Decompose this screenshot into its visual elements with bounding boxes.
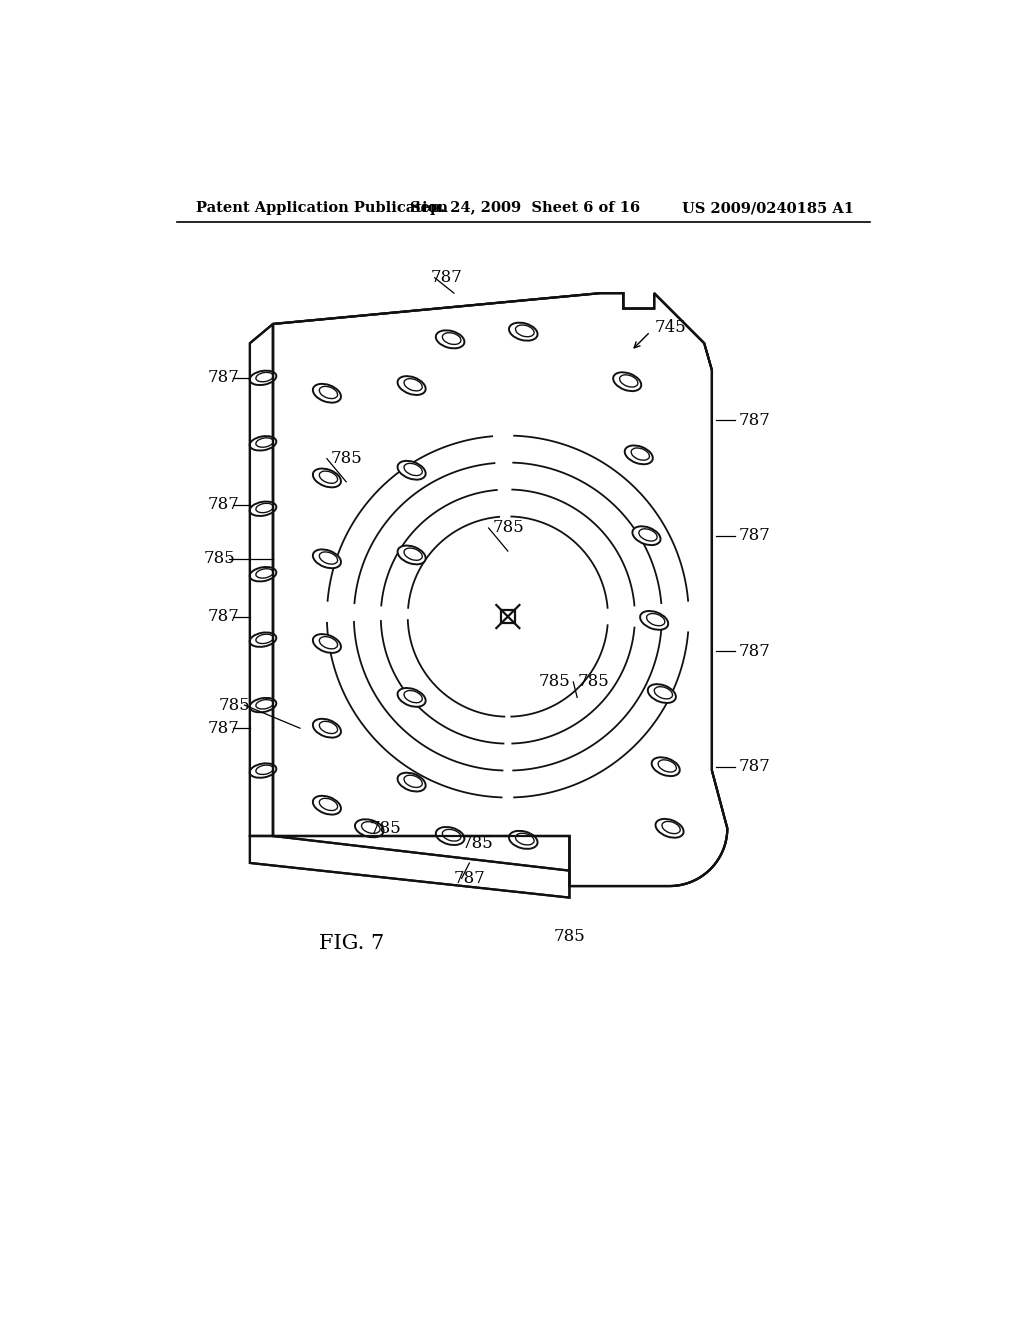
Ellipse shape: [662, 821, 680, 834]
Ellipse shape: [397, 545, 426, 565]
Ellipse shape: [319, 721, 338, 734]
Ellipse shape: [633, 527, 660, 545]
Text: US 2009/0240185 A1: US 2009/0240185 A1: [682, 202, 854, 215]
Ellipse shape: [250, 763, 276, 777]
Polygon shape: [250, 323, 273, 836]
Text: 745: 745: [654, 319, 686, 337]
Text: 787: 787: [739, 527, 771, 544]
Ellipse shape: [250, 371, 276, 385]
Ellipse shape: [404, 379, 422, 391]
Text: 787: 787: [739, 758, 771, 775]
Ellipse shape: [256, 766, 273, 775]
Ellipse shape: [397, 461, 426, 479]
Text: 787: 787: [208, 370, 240, 387]
Ellipse shape: [515, 833, 535, 845]
Ellipse shape: [250, 436, 276, 450]
Ellipse shape: [509, 322, 538, 341]
Ellipse shape: [256, 372, 273, 381]
Ellipse shape: [509, 830, 538, 849]
Ellipse shape: [631, 447, 649, 461]
Text: 787: 787: [208, 496, 240, 513]
Ellipse shape: [355, 820, 384, 837]
Ellipse shape: [639, 529, 657, 541]
Ellipse shape: [319, 799, 338, 810]
Ellipse shape: [397, 772, 426, 792]
Polygon shape: [273, 293, 727, 886]
Text: 787: 787: [739, 643, 771, 660]
Text: 787: 787: [208, 719, 240, 737]
Text: 787: 787: [431, 269, 463, 286]
Ellipse shape: [613, 372, 641, 391]
Ellipse shape: [654, 686, 673, 698]
Text: 785: 785: [493, 520, 524, 536]
Ellipse shape: [646, 614, 665, 626]
Ellipse shape: [319, 471, 338, 483]
Text: 787: 787: [208, 609, 240, 626]
Text: 785: 785: [554, 928, 586, 945]
Ellipse shape: [442, 333, 461, 345]
Ellipse shape: [361, 821, 380, 833]
Text: 785: 785: [370, 820, 401, 837]
Text: 785: 785: [331, 450, 362, 467]
Ellipse shape: [313, 634, 341, 653]
Ellipse shape: [404, 690, 422, 702]
Ellipse shape: [640, 611, 669, 630]
Text: 785: 785: [204, 550, 236, 568]
Text: 785: 785: [462, 836, 494, 853]
Ellipse shape: [256, 503, 273, 512]
Text: 787: 787: [454, 870, 485, 887]
Ellipse shape: [404, 775, 422, 788]
Ellipse shape: [651, 758, 680, 776]
Ellipse shape: [436, 828, 465, 845]
Ellipse shape: [319, 387, 338, 399]
Ellipse shape: [250, 568, 276, 581]
Ellipse shape: [319, 552, 338, 564]
Ellipse shape: [313, 469, 341, 487]
Bar: [501, 610, 515, 623]
Ellipse shape: [256, 700, 273, 709]
Text: 785: 785: [219, 697, 251, 714]
Ellipse shape: [620, 375, 638, 387]
Text: FIG. 7: FIG. 7: [319, 935, 384, 953]
Text: 785: 785: [539, 673, 570, 690]
Ellipse shape: [319, 636, 338, 649]
Text: 785: 785: [578, 673, 609, 690]
Ellipse shape: [250, 502, 276, 516]
Ellipse shape: [625, 445, 653, 465]
Text: Patent Application Publication: Patent Application Publication: [196, 202, 449, 215]
Polygon shape: [250, 836, 569, 898]
Ellipse shape: [256, 438, 273, 447]
Ellipse shape: [404, 463, 422, 475]
Text: 787: 787: [739, 412, 771, 429]
Ellipse shape: [658, 760, 677, 772]
Ellipse shape: [442, 829, 461, 841]
Ellipse shape: [436, 330, 465, 348]
Ellipse shape: [648, 684, 676, 704]
Ellipse shape: [256, 569, 273, 578]
Text: Sep. 24, 2009  Sheet 6 of 16: Sep. 24, 2009 Sheet 6 of 16: [410, 202, 640, 215]
Ellipse shape: [250, 698, 276, 713]
Ellipse shape: [313, 796, 341, 814]
Ellipse shape: [515, 325, 535, 337]
Ellipse shape: [256, 634, 273, 644]
Ellipse shape: [313, 384, 341, 403]
Ellipse shape: [313, 549, 341, 568]
Ellipse shape: [397, 688, 426, 706]
Ellipse shape: [313, 719, 341, 738]
Ellipse shape: [655, 818, 684, 838]
Ellipse shape: [397, 376, 426, 395]
Ellipse shape: [404, 548, 422, 560]
Ellipse shape: [250, 632, 276, 647]
